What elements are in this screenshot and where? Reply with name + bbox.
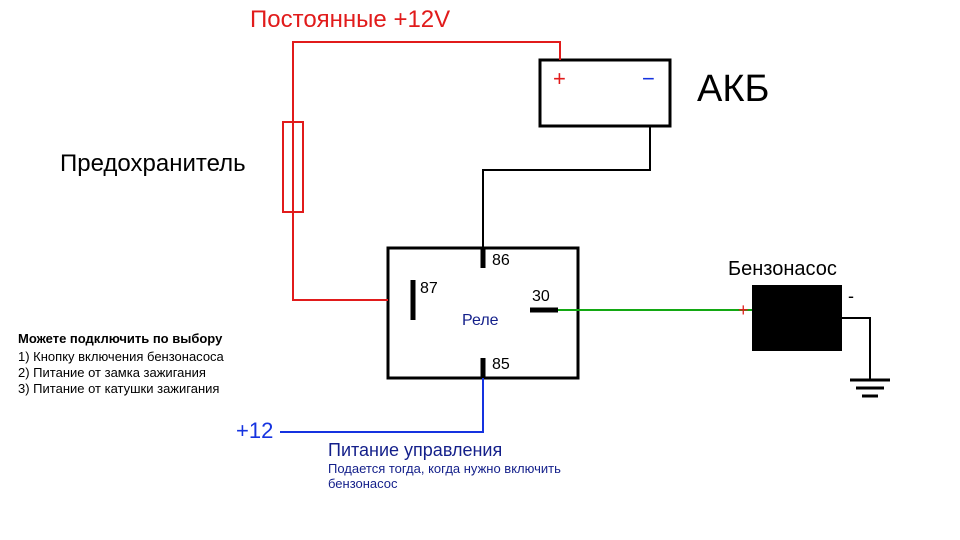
- battery-plus-sign: +: [553, 66, 566, 91]
- relay-label: Реле: [462, 312, 499, 330]
- wire-fuse-to-relay87: [293, 212, 388, 300]
- relay-pin-86-label: 86: [492, 252, 510, 270]
- wire-relay85-control: [280, 378, 483, 432]
- fuse-label: Предохранитель: [60, 150, 246, 178]
- options-header: Можете подключить по выбору: [18, 332, 222, 347]
- title-constant-12v: Постоянные +12V: [250, 6, 450, 34]
- relay-pin-87-label: 87: [420, 280, 438, 298]
- control-sub2: бензонасос: [328, 477, 398, 492]
- options-item-1: 1) Кнопку включения бензонасоса: [18, 350, 224, 365]
- battery-label: АКБ: [697, 68, 769, 112]
- wire-battery-to-fuse: [293, 42, 560, 122]
- wire-battery-to-relay86: [483, 126, 650, 248]
- options-item-2: 2) Питание от замка зажигания: [18, 366, 206, 381]
- plus12-label: +12: [236, 418, 273, 443]
- options-item-3: 3) Питание от катушки зажигания: [18, 382, 219, 397]
- control-sub1: Подается тогда, когда нужно включить: [328, 462, 561, 477]
- relay-pin-85-label: 85: [492, 356, 510, 374]
- pump-label: Бензонасос: [728, 258, 837, 281]
- pump-minus-sign: -: [848, 286, 854, 307]
- diagram-stage: Постоянные +12V АКБ + − Предохранитель 8…: [0, 0, 960, 540]
- control-title: Питание управления: [328, 440, 502, 461]
- wire-pump-ground: [842, 318, 870, 380]
- relay-pin-30-label: 30: [532, 288, 550, 306]
- pump-box: [752, 285, 842, 351]
- battery-minus-sign: −: [642, 66, 655, 91]
- pump-plus-sign: +: [738, 300, 749, 321]
